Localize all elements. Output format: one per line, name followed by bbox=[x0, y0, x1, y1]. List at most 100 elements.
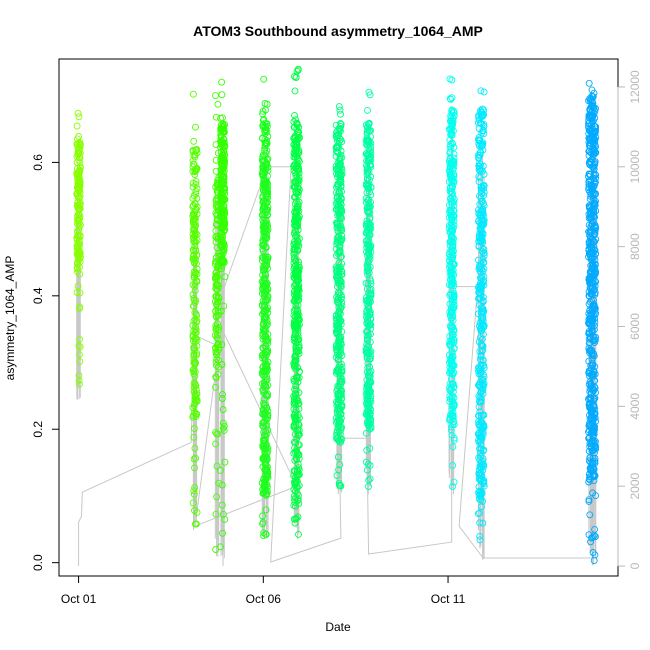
data-point bbox=[589, 489, 597, 497]
data-point bbox=[214, 100, 222, 108]
data-point bbox=[449, 443, 457, 451]
data-point bbox=[446, 187, 454, 195]
data-point bbox=[290, 134, 298, 142]
data-point bbox=[262, 271, 270, 279]
data-point bbox=[590, 222, 598, 230]
data-point bbox=[219, 529, 226, 537]
data-point bbox=[362, 220, 370, 228]
data-point bbox=[291, 200, 299, 208]
y-axis-label: asymmetry_1064_AMP bbox=[3, 256, 17, 381]
data-point bbox=[294, 200, 302, 208]
data-point bbox=[259, 168, 267, 176]
data-point bbox=[292, 406, 300, 414]
data-point bbox=[295, 451, 303, 459]
data-point bbox=[590, 127, 598, 135]
data-point bbox=[449, 362, 457, 369]
data-point bbox=[291, 270, 299, 278]
data-point bbox=[218, 210, 226, 217]
data-point bbox=[364, 264, 372, 272]
data-point bbox=[259, 518, 267, 526]
data-point bbox=[192, 454, 199, 462]
data-point bbox=[592, 417, 600, 425]
data-point bbox=[73, 228, 81, 235]
data-point bbox=[478, 503, 485, 511]
data-point bbox=[74, 282, 82, 290]
data-point bbox=[479, 141, 486, 149]
data-point bbox=[336, 408, 343, 416]
data-point bbox=[590, 301, 598, 308]
data-point bbox=[337, 277, 344, 285]
data-point bbox=[450, 369, 458, 376]
data-point bbox=[293, 472, 301, 479]
data-point bbox=[478, 461, 486, 469]
data-point bbox=[189, 499, 197, 507]
data-point bbox=[218, 91, 226, 99]
data-point bbox=[332, 343, 340, 350]
data-point bbox=[74, 212, 81, 220]
data-point bbox=[363, 150, 371, 157]
data-point bbox=[446, 75, 454, 83]
data-point bbox=[211, 331, 219, 339]
data-point bbox=[217, 180, 225, 188]
data-point bbox=[585, 79, 593, 87]
data-point bbox=[263, 306, 271, 314]
data-point bbox=[192, 397, 200, 405]
data-point bbox=[365, 246, 373, 254]
data-point bbox=[217, 114, 224, 122]
data-point bbox=[76, 358, 84, 366]
data-point bbox=[366, 157, 374, 165]
data-point bbox=[76, 168, 84, 175]
data-point bbox=[476, 519, 484, 527]
data-point bbox=[294, 378, 302, 386]
data-point bbox=[477, 166, 485, 174]
data-point bbox=[334, 351, 342, 359]
data-point bbox=[338, 302, 346, 310]
data-point bbox=[292, 178, 300, 186]
data-point bbox=[332, 200, 340, 208]
data-point bbox=[190, 344, 198, 352]
data-point bbox=[475, 338, 483, 346]
data-point bbox=[362, 293, 370, 301]
data-point bbox=[587, 381, 595, 388]
data-point bbox=[294, 497, 302, 505]
data-point bbox=[366, 338, 374, 346]
data-point bbox=[585, 369, 593, 377]
data-point bbox=[475, 162, 483, 170]
data-point bbox=[477, 412, 485, 419]
data-point bbox=[363, 408, 371, 415]
data-point bbox=[476, 174, 484, 182]
data-point bbox=[477, 226, 485, 233]
data-point bbox=[589, 164, 597, 171]
data-point bbox=[291, 519, 299, 527]
data-point bbox=[334, 165, 342, 173]
data-point bbox=[364, 126, 372, 134]
x-axis: Oct 01 Oct 06 Oct 11 bbox=[61, 575, 466, 606]
data-point bbox=[290, 392, 298, 400]
data-point bbox=[220, 136, 228, 144]
data-point bbox=[475, 365, 483, 373]
data-point bbox=[586, 136, 594, 144]
data-point bbox=[335, 308, 342, 316]
data-point bbox=[587, 405, 595, 413]
data-point bbox=[450, 143, 458, 151]
data-point bbox=[367, 290, 375, 298]
data-point bbox=[446, 369, 453, 377]
data-point bbox=[260, 285, 268, 293]
data-point bbox=[448, 131, 456, 139]
data-point bbox=[259, 238, 267, 246]
data-point bbox=[290, 423, 298, 431]
data-point bbox=[335, 264, 343, 272]
data-point bbox=[475, 483, 483, 491]
data-point bbox=[364, 141, 371, 149]
data-point bbox=[450, 434, 458, 442]
data-point bbox=[337, 120, 345, 128]
data-point bbox=[446, 154, 454, 162]
data-point bbox=[263, 161, 271, 169]
data-point bbox=[335, 315, 343, 323]
data-point bbox=[294, 240, 302, 248]
data-point bbox=[262, 530, 270, 538]
data-point bbox=[220, 246, 228, 254]
data-point bbox=[338, 195, 345, 203]
data-point bbox=[294, 450, 302, 458]
data-point bbox=[259, 198, 267, 206]
